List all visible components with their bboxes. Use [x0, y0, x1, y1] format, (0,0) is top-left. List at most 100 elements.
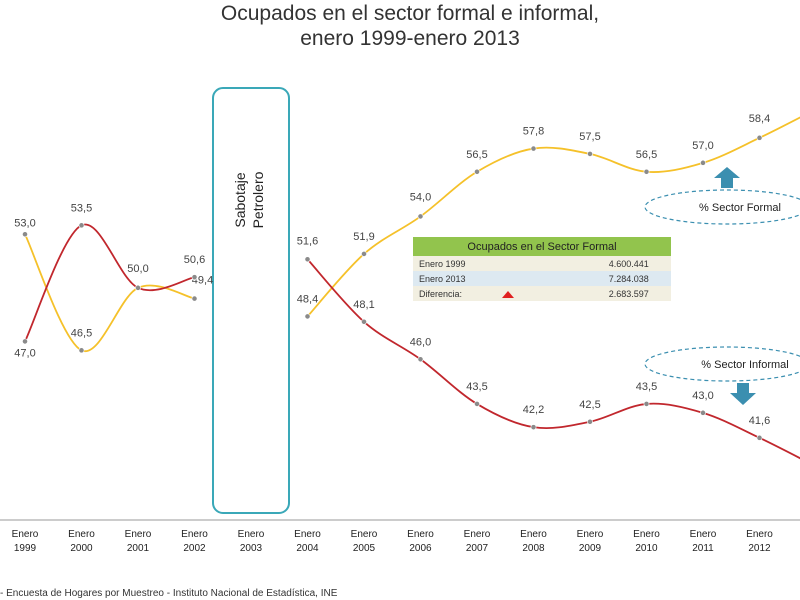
annotation-informal-ellipse [644, 346, 800, 382]
summary-table-title: Ocupados en el Sector Formal [413, 237, 671, 256]
x-tick-label: 2012 [748, 543, 771, 554]
data-point-informal [191, 274, 198, 281]
x-tick-label: Enero [68, 529, 95, 540]
table-row: Diferencia: 2.683.597 [413, 286, 671, 301]
data-label-formal: 51,9 [353, 231, 374, 243]
series-line-informal [24, 223, 195, 342]
data-point-informal [643, 401, 650, 407]
x-tick-label: Enero [125, 529, 152, 540]
data-label-informal: 43,0 [692, 390, 713, 402]
data-point-informal [530, 424, 537, 431]
annotation-formal-ellipse [644, 189, 800, 225]
data-point-formal [700, 159, 706, 166]
summary-row-label: Diferencia: [419, 288, 463, 299]
data-point-formal [643, 168, 650, 175]
summary-row-value: 4.600.441 [586, 256, 671, 271]
series-line-formal [24, 233, 195, 352]
x-tick-label: 2007 [466, 543, 489, 554]
band-label: Sabotaje Petrolero [232, 171, 266, 228]
x-tick-label: Enero [464, 529, 491, 540]
data-label-informal: 42,2 [523, 404, 544, 416]
summary-row-label: Enero 2013 [413, 271, 587, 286]
data-label-informal: 42,5 [579, 399, 600, 411]
data-point-informal [700, 409, 706, 416]
x-tick-label: 2000 [70, 543, 93, 554]
data-label-informal: 48,1 [353, 299, 374, 311]
down-arrow-icon [730, 383, 756, 405]
data-label-formal: 57,5 [579, 131, 600, 143]
x-tick-label: 2008 [522, 543, 545, 554]
x-tick-label: Enero [520, 529, 547, 540]
x-tick-label: 2011 [692, 543, 714, 554]
annotation-formal-label: % Sector Formal [699, 202, 781, 214]
x-tick-label: Enero [577, 529, 604, 540]
data-point-informal [135, 284, 141, 291]
data-label-formal: 57,8 [523, 126, 544, 138]
x-tick-label: Enero [746, 529, 773, 540]
x-tick-label: 2006 [409, 543, 432, 554]
data-label-formal: 56,5 [636, 149, 657, 161]
series-layer: 53,046,550,049,448,451,954,056,557,8 57,5… [14, 113, 800, 460]
data-point-formal [530, 145, 537, 152]
x-tick-label: 2002 [183, 543, 206, 554]
data-label-formal: 56,5 [466, 149, 487, 161]
data-point-informal [304, 256, 311, 263]
data-point-formal [587, 151, 593, 157]
x-tick-label: 2004 [296, 543, 319, 554]
x-tick-label: Enero [351, 529, 378, 540]
data-label-informal: 51,6 [297, 235, 318, 247]
data-point-formal [304, 313, 311, 320]
data-label-informal: 41,6 [749, 415, 770, 427]
data-point-informal [361, 318, 367, 325]
data-point-formal [474, 168, 480, 175]
chart-subtitle: enero 1999-enero 2013 [300, 27, 520, 50]
data-point-informal [756, 434, 763, 441]
data-point-formal [78, 347, 85, 354]
summary-row-label-cell: Diferencia: [413, 286, 587, 301]
data-point-informal [417, 356, 424, 363]
data-point-informal [474, 401, 480, 407]
data-point-informal [78, 222, 85, 229]
data-label-formal: 54,0 [410, 191, 431, 203]
data-label-informal: 53,5 [71, 202, 92, 214]
data-label-informal: 46,0 [410, 336, 431, 348]
x-tick-label: Enero [294, 529, 321, 540]
data-point-formal [191, 295, 198, 302]
source-note: - Encuesta de Hogares por Muestreo - Ins… [0, 588, 338, 599]
band-label-line-1: Sabotaje [232, 172, 248, 227]
summary-row-label: Enero 1999 [413, 256, 587, 271]
x-tick-label: Enero [690, 529, 717, 540]
series-line-formal [306, 116, 800, 318]
x-tick-label: 1999 [14, 543, 37, 554]
x-tick-label: Enero [407, 529, 434, 540]
data-label-formal: 46,5 [71, 327, 92, 339]
x-tick-label: Enero [12, 529, 39, 540]
data-label-formal: 58,4 [749, 113, 770, 125]
data-label-informal: 47,0 [14, 347, 35, 359]
summary-row-value: 7.284.038 [586, 271, 671, 286]
annotation-informal-label: % Sector Informal [701, 359, 788, 371]
x-tick-label: Enero [181, 529, 208, 540]
data-label-formal: 53,0 [14, 217, 35, 229]
sabotaje-band [212, 87, 290, 514]
data-label-informal: 43,5 [636, 381, 657, 393]
data-point-informal [22, 338, 28, 345]
series-line-informal [306, 258, 800, 460]
data-label-informal: 43,5 [466, 381, 487, 393]
data-label-formal: 48,4 [297, 293, 318, 305]
data-point-formal [417, 213, 424, 220]
data-label-informal: 50,6 [184, 254, 205, 266]
annotation-formal: % Sector Formal [644, 167, 800, 225]
annotation-informal: % Sector Informal [644, 346, 800, 405]
increase-arrow-icon [502, 290, 515, 298]
data-point-formal [361, 251, 367, 257]
summary-row-value: 2.683.597 [586, 286, 671, 301]
table-row: Enero 2013 7.284.038 [413, 271, 671, 286]
x-tick-label: Enero [633, 529, 660, 540]
table-row: Enero 1999 4.600.441 [413, 256, 671, 271]
data-point-informal [587, 418, 593, 425]
x-tick-label: 2005 [353, 543, 376, 554]
up-arrow-icon [714, 167, 740, 188]
data-point-formal [756, 134, 763, 141]
